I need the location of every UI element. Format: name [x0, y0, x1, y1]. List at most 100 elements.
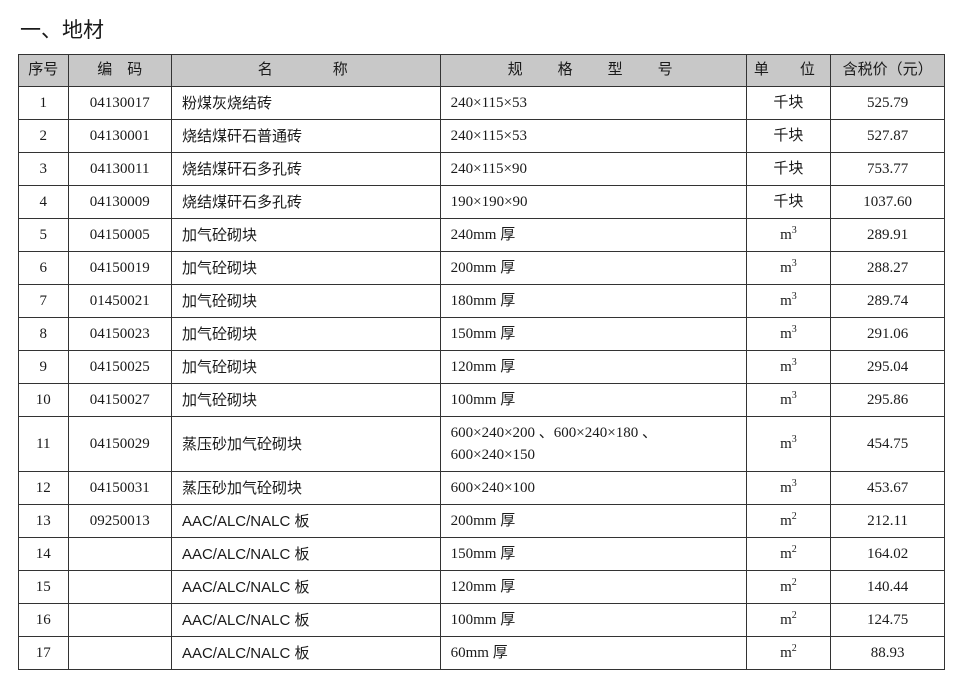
cell-price: 1037.60	[831, 186, 945, 219]
cell-unit: m2	[746, 604, 831, 637]
cell-seq: 4	[19, 186, 69, 219]
table-row: 304130011烧结煤矸石多孔砖240×115×90千块753.77	[19, 153, 945, 186]
cell-unit: m3	[746, 285, 831, 318]
cell-price: 140.44	[831, 571, 945, 604]
cell-seq: 17	[19, 637, 69, 670]
table-row: 104130017粉煤灰烧结砖240×115×53千块525.79	[19, 87, 945, 120]
cell-code: 04130009	[68, 186, 171, 219]
cell-spec: 240mm 厚	[440, 219, 746, 252]
cell-price: 453.67	[831, 472, 945, 505]
cell-price: 289.91	[831, 219, 945, 252]
cell-spec: 120mm 厚	[440, 351, 746, 384]
cell-spec: 600×240×100	[440, 472, 746, 505]
table-row: 804150023加气砼砌块150mm 厚m3291.06	[19, 318, 945, 351]
table-row: 404130009烧结煤矸石多孔砖190×190×90千块1037.60	[19, 186, 945, 219]
cell-unit: m2	[746, 505, 831, 538]
cell-code: 04150005	[68, 219, 171, 252]
cell-unit: m3	[746, 318, 831, 351]
cell-code	[68, 604, 171, 637]
cell-spec: 200mm 厚	[440, 505, 746, 538]
cell-spec: 180mm 厚	[440, 285, 746, 318]
col-header-unit: 单 位	[746, 55, 831, 87]
cell-seq: 6	[19, 252, 69, 285]
cell-code: 04150031	[68, 472, 171, 505]
cell-unit: 千块	[746, 120, 831, 153]
cell-name: AAC/ALC/NALC 板	[171, 637, 440, 670]
cell-seq: 14	[19, 538, 69, 571]
cell-spec: 150mm 厚	[440, 318, 746, 351]
cell-spec: 190×190×90	[440, 186, 746, 219]
cell-price: 164.02	[831, 538, 945, 571]
cell-price: 527.87	[831, 120, 945, 153]
cell-seq: 15	[19, 571, 69, 604]
cell-seq: 10	[19, 384, 69, 417]
cell-code: 01450021	[68, 285, 171, 318]
col-header-spec: 规 格 型 号	[440, 55, 746, 87]
cell-seq: 1	[19, 87, 69, 120]
cell-spec: 60mm 厚	[440, 637, 746, 670]
cell-seq: 12	[19, 472, 69, 505]
cell-unit: m3	[746, 417, 831, 472]
cell-unit: 千块	[746, 186, 831, 219]
cell-unit: m3	[746, 472, 831, 505]
cell-unit: m2	[746, 538, 831, 571]
cell-unit: m3	[746, 351, 831, 384]
col-header-code: 编 码	[68, 55, 171, 87]
cell-price: 454.75	[831, 417, 945, 472]
cell-price: 295.86	[831, 384, 945, 417]
cell-price: 124.75	[831, 604, 945, 637]
table-row: 1204150031蒸压砂加气砼砌块600×240×100m3453.67	[19, 472, 945, 505]
table-row: 1004150027加气砼砌块100mm 厚m3295.86	[19, 384, 945, 417]
cell-spec: 240×115×53	[440, 87, 746, 120]
cell-unit: m3	[746, 252, 831, 285]
cell-name: 加气砼砌块	[171, 318, 440, 351]
cell-name: 烧结煤矸石普通砖	[171, 120, 440, 153]
cell-price: 289.74	[831, 285, 945, 318]
cell-spec: 240×115×53	[440, 120, 746, 153]
cell-name: 蒸压砂加气砼砌块	[171, 417, 440, 472]
table-row: 1104150029蒸压砂加气砼砌块600×240×200 、600×240×1…	[19, 417, 945, 472]
cell-seq: 8	[19, 318, 69, 351]
cell-code: 04150029	[68, 417, 171, 472]
cell-unit: m3	[746, 384, 831, 417]
cell-seq: 13	[19, 505, 69, 538]
cell-spec: 600×240×200 、600×240×180 、600×240×150	[440, 417, 746, 472]
cell-code: 04150027	[68, 384, 171, 417]
cell-name: 加气砼砌块	[171, 384, 440, 417]
section-title: 一、地材	[18, 14, 945, 44]
cell-name: AAC/ALC/NALC 板	[171, 505, 440, 538]
cell-unit: 千块	[746, 87, 831, 120]
cell-unit: m3	[746, 219, 831, 252]
cell-code: 04150025	[68, 351, 171, 384]
cell-price: 291.06	[831, 318, 945, 351]
cell-unit: m2	[746, 637, 831, 670]
cell-name: 粉煤灰烧结砖	[171, 87, 440, 120]
cell-seq: 9	[19, 351, 69, 384]
cell-spec: 240×115×90	[440, 153, 746, 186]
cell-price: 288.27	[831, 252, 945, 285]
cell-price: 295.04	[831, 351, 945, 384]
cell-unit: m2	[746, 571, 831, 604]
table-row: 17 AAC/ALC/NALC 板60mm 厚m288.93	[19, 637, 945, 670]
cell-spec: 200mm 厚	[440, 252, 746, 285]
cell-name: AAC/ALC/NALC 板	[171, 538, 440, 571]
cell-seq: 2	[19, 120, 69, 153]
col-header-name: 名 称	[171, 55, 440, 87]
cell-spec: 150mm 厚	[440, 538, 746, 571]
cell-seq: 5	[19, 219, 69, 252]
table-row: 14 AAC/ALC/NALC 板150mm 厚m2164.02	[19, 538, 945, 571]
cell-code: 04130001	[68, 120, 171, 153]
cell-name: AAC/ALC/NALC 板	[171, 604, 440, 637]
cell-spec: 100mm 厚	[440, 384, 746, 417]
col-header-price: 含税价（元）	[831, 55, 945, 87]
table-body: 104130017粉煤灰烧结砖240×115×53千块525.792041300…	[19, 87, 945, 670]
cell-price: 88.93	[831, 637, 945, 670]
cell-name: 加气砼砌块	[171, 285, 440, 318]
col-header-seq: 序号	[19, 55, 69, 87]
cell-name: 加气砼砌块	[171, 351, 440, 384]
cell-name: 加气砼砌块	[171, 252, 440, 285]
cell-unit: 千块	[746, 153, 831, 186]
cell-code: 04150023	[68, 318, 171, 351]
cell-code	[68, 538, 171, 571]
material-table: 序号 编 码 名 称 规 格 型 号 单 位 含税价（元） 104130017粉…	[18, 54, 945, 670]
